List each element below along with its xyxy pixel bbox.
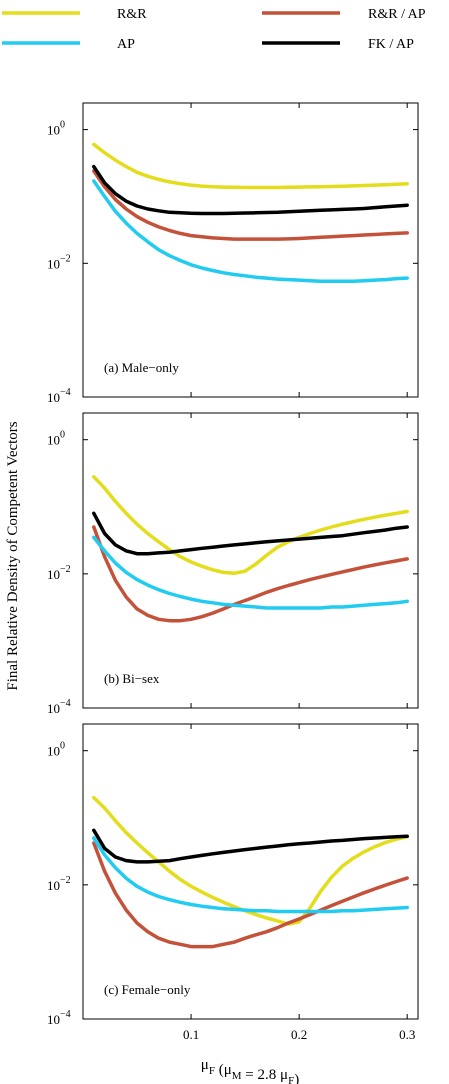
legend-item-fk-ap: FK / AP [262, 37, 414, 52]
x-axis-label: μF (μM = 2.8 μF) [201, 1057, 299, 1084]
y-tick-label: 10−4 [47, 698, 71, 716]
series-line-ap [92, 535, 409, 610]
legend-item-r-r-ap: R&R / AP [262, 7, 426, 22]
legend-label: R&R [117, 7, 147, 22]
y-tick-label: 10−2 [47, 564, 71, 582]
series-line-r-r-ap [92, 841, 409, 949]
legend-item-ap: AP [2, 37, 135, 52]
x-tick-label: 0.1 [183, 1027, 199, 1042]
plot-frame [82, 723, 419, 1020]
series-group [92, 475, 409, 623]
panel-label: (a) Male−only [104, 360, 179, 375]
panel-a: 10−4 10−2 100 (a) Male−only [47, 102, 419, 405]
y-tick-label: 10−2 [47, 875, 71, 893]
y-tick-label: 100 [47, 430, 65, 448]
series-line-r-r [92, 795, 409, 926]
series-group [92, 142, 409, 283]
legend-label: FK / AP [368, 37, 414, 52]
y-tick-label: 10−4 [47, 1009, 71, 1027]
panel-c: 0.1 0.2 0.3 10−4 10−2 100 (c) Female−only [47, 723, 419, 1042]
legend: R&R R&R / AP AP FK / AP [2, 7, 426, 52]
series-line-fk-ap [92, 511, 409, 556]
plot-frame [82, 412, 419, 709]
series-line-fk-ap [92, 828, 409, 864]
plot-frame [82, 102, 419, 398]
panel-label: (b) Bi−sex [104, 671, 160, 686]
y-tick-label: 10−2 [47, 253, 71, 271]
legend-label: AP [117, 37, 135, 52]
series-line-r-r [92, 142, 409, 190]
legend-item-r-r: R&R [2, 7, 147, 22]
series-line-r-r-ap [92, 169, 409, 241]
y-axis-label: Final Relative Density of Competent Vect… [5, 421, 21, 690]
panel-b: 10−4 10−2 100 (b) Bi−sex [47, 412, 419, 716]
panel-label: (c) Female−only [104, 982, 191, 997]
series-line-fk-ap [92, 164, 409, 216]
panels: 10−4 10−2 100 (a) Male−only 10−4 10−2 100 (b) B… [47, 102, 419, 1042]
x-tick-label: 0.3 [399, 1027, 415, 1042]
legend-label: R&R / AP [368, 7, 426, 22]
x-tick-label: 0.2 [291, 1027, 307, 1042]
y-tick-label: 100 [47, 120, 65, 138]
series-line-r-r-ap [92, 525, 409, 623]
y-tick-label: 100 [47, 741, 65, 759]
series-group [92, 795, 409, 949]
y-tick-label: 10−4 [47, 387, 71, 405]
series-line-ap [92, 836, 409, 914]
series-line-r-r [92, 475, 409, 576]
series-line-ap [92, 179, 409, 283]
